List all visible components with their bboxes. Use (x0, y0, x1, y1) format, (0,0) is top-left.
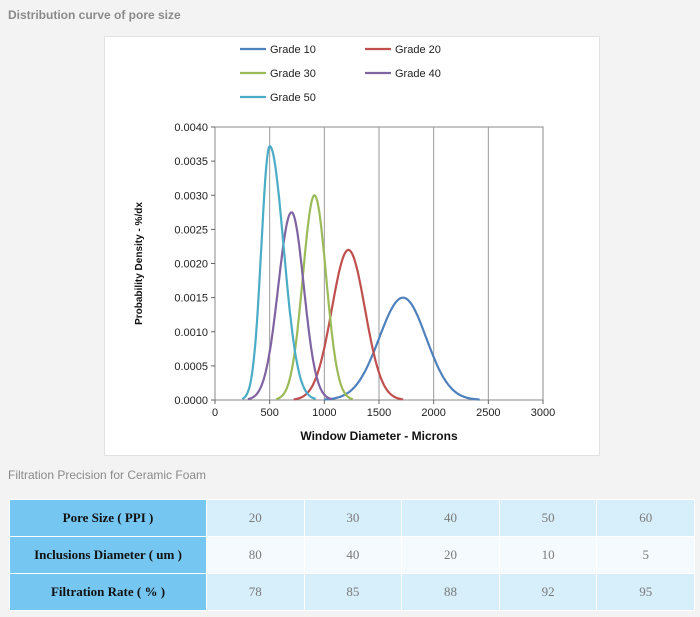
table-cell: 88 (401, 573, 500, 611)
y-tick-label: 0.0010 (174, 327, 208, 339)
pore-size-chart: 0 500 1000 1500 2000 2500 3000 0.0000 0.0005 0.00… (104, 36, 600, 456)
table-cell: 40 (401, 499, 500, 537)
y-axis-label: Probability Density - %/dx (134, 202, 145, 325)
table-cell: 85 (303, 573, 403, 611)
section-title: Distribution curve of pore size (8, 8, 181, 22)
y-tick-label: 0.0035 (174, 156, 208, 168)
table-subtitle: Filtration Precision for Ceramic Foam (8, 468, 207, 482)
x-tick-label: 2000 (421, 407, 445, 419)
y-tick-label: 0.0015 (174, 293, 208, 305)
x-tick-label: 2500 (476, 407, 500, 419)
table-row: Inclusions Diameter ( um ) 80 40 20 10 5 (9, 536, 695, 574)
row-header: Inclusions Diameter ( um ) (9, 536, 207, 574)
x-tick-label: 1000 (312, 407, 336, 419)
x-tick-label: 1500 (367, 407, 391, 419)
x-tick-label: 500 (260, 407, 278, 419)
series-line (324, 296, 480, 401)
table-cell: 5 (596, 536, 695, 574)
chart-svg: 0 500 1000 1500 2000 2500 3000 0.0000 0.0005 0.00… (134, 44, 555, 443)
legend-label: Grade 30 (270, 68, 316, 80)
legend-label: Grade 50 (270, 92, 316, 104)
legend-label: Grade 20 (395, 44, 441, 56)
y-tick-label: 0.0025 (174, 224, 208, 236)
table-cell: 20 (206, 499, 305, 537)
x-tick-label: 3000 (531, 407, 555, 419)
table-cell: 30 (303, 499, 403, 537)
y-tick-label: 0.0030 (174, 190, 208, 202)
y-tick-label: 0.0020 (174, 259, 208, 271)
table-cell: 50 (498, 499, 598, 537)
table-row: Pore Size ( PPI ) 20 30 40 50 60 (9, 499, 695, 537)
row-header: Filtration Rate ( % ) (9, 573, 207, 611)
table-cell: 95 (596, 573, 695, 611)
table-cell: 92 (498, 573, 598, 611)
table-cell: 80 (206, 536, 305, 574)
y-tick-label: 0.0005 (174, 361, 208, 373)
row-header: Pore Size ( PPI ) (9, 499, 207, 537)
table-cell: 40 (303, 536, 403, 574)
filtration-table: Pore Size ( PPI ) 20 30 40 50 60 Inclusi… (9, 499, 695, 611)
table-cell: 78 (206, 573, 305, 611)
x-axis-label: Window Diameter - Microns (300, 429, 458, 443)
series-line (247, 211, 333, 401)
series-line (241, 144, 316, 400)
y-tick-label: 0.0040 (174, 122, 208, 134)
table-cell: 10 (498, 536, 598, 574)
series-line (275, 193, 354, 401)
legend-label: Grade 40 (395, 68, 441, 80)
x-tick-label: 0 (212, 407, 218, 419)
legend-label: Grade 10 (270, 44, 316, 56)
table-cell: 20 (401, 536, 500, 574)
series-line (293, 248, 404, 401)
y-tick-label: 0.0000 (174, 395, 208, 407)
table-cell: 60 (596, 499, 695, 537)
table-row: Filtration Rate ( % ) 78 85 88 92 95 (9, 573, 695, 611)
